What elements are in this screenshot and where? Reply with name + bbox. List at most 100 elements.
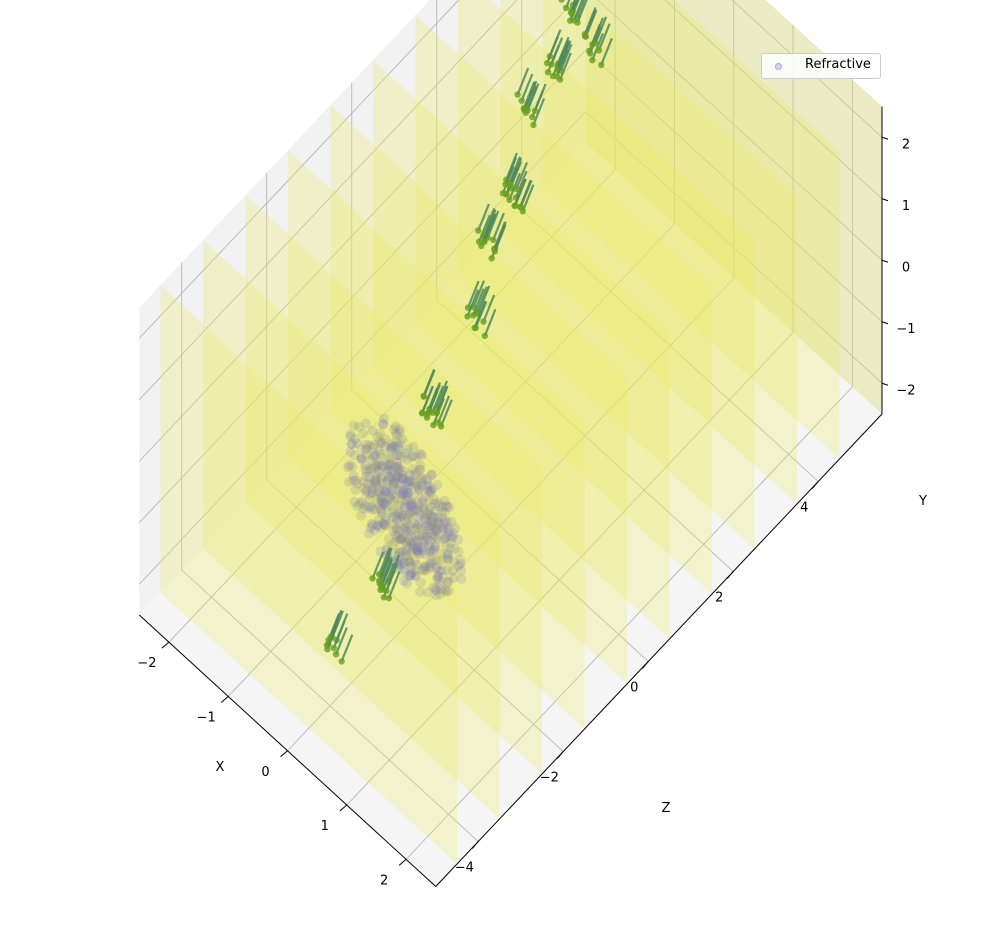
x-tick-label: −1 bbox=[197, 711, 216, 726]
ray-segment bbox=[559, 52, 572, 81]
cloud-point bbox=[356, 454, 367, 465]
cloud-point bbox=[347, 461, 358, 472]
cloud-point bbox=[385, 473, 396, 483]
cloud-point bbox=[367, 483, 378, 494]
y-tick-label: 1 bbox=[902, 199, 910, 214]
cloud-point bbox=[397, 524, 407, 535]
ray-segment bbox=[378, 547, 391, 575]
cloud-point bbox=[408, 451, 418, 461]
plane bbox=[245, 195, 542, 774]
cloud-point bbox=[349, 450, 360, 461]
cloud-point bbox=[414, 506, 425, 517]
cloud-point bbox=[443, 523, 454, 534]
cloud-point bbox=[410, 467, 421, 478]
cloud-point bbox=[427, 483, 438, 494]
grid-y-left bbox=[138, 0, 460, 339]
ray-point bbox=[511, 202, 518, 209]
cloud-point bbox=[412, 505, 423, 515]
cloud-point bbox=[415, 460, 426, 470]
cloud-point bbox=[388, 480, 399, 491]
ray-segment bbox=[594, 16, 608, 44]
cloud-point bbox=[441, 501, 452, 512]
cloud-point bbox=[344, 476, 354, 487]
cloud-point bbox=[435, 589, 446, 600]
cloud-point bbox=[393, 444, 404, 455]
cloud-point bbox=[384, 533, 394, 544]
cloud-point bbox=[393, 464, 404, 474]
cloud-point bbox=[364, 440, 375, 451]
cloud-point bbox=[398, 487, 409, 498]
cloud-point bbox=[437, 523, 448, 534]
cloud-point bbox=[392, 473, 402, 484]
cloud-point bbox=[388, 538, 398, 549]
cloud-point bbox=[394, 424, 405, 435]
cloud-point bbox=[361, 439, 372, 450]
cloud-point bbox=[390, 462, 401, 473]
cloud-point bbox=[395, 479, 406, 490]
cloud-point bbox=[398, 532, 409, 543]
cloud-point bbox=[443, 530, 454, 541]
cloud-point bbox=[376, 461, 387, 472]
cloud-point bbox=[392, 509, 403, 520]
x-tick bbox=[280, 750, 288, 758]
plane bbox=[585, 0, 882, 414]
cloud-point bbox=[412, 543, 423, 554]
cloud-point bbox=[388, 495, 399, 506]
ray-segment bbox=[478, 214, 491, 243]
cloud-point bbox=[403, 488, 414, 498]
cloud-point bbox=[384, 453, 394, 464]
cloud-point bbox=[405, 557, 416, 568]
cloud-point bbox=[421, 531, 432, 542]
cloud-point bbox=[425, 502, 436, 513]
cloud-point bbox=[387, 484, 398, 495]
cloud-point bbox=[361, 418, 371, 429]
cloud-point bbox=[384, 458, 395, 469]
cloud-point bbox=[412, 542, 423, 553]
cloud-point bbox=[372, 520, 383, 531]
cloud-point bbox=[396, 489, 406, 500]
cloud-point bbox=[439, 507, 450, 518]
cloud-point bbox=[375, 522, 386, 533]
cloud-point bbox=[399, 466, 409, 476]
cloud-point bbox=[391, 471, 402, 482]
cloud-point bbox=[431, 526, 442, 537]
cloud-point bbox=[377, 497, 388, 508]
cloud-point bbox=[382, 500, 393, 511]
cloud-point bbox=[376, 496, 387, 506]
ray-segment bbox=[526, 83, 540, 111]
cloud-point bbox=[373, 465, 384, 476]
cloud-point bbox=[402, 484, 413, 494]
cloud-point bbox=[397, 434, 408, 445]
cloud-point bbox=[399, 557, 410, 568]
cloud-point bbox=[415, 464, 426, 475]
cloud-point bbox=[373, 446, 384, 457]
grid-x-floor bbox=[287, 277, 735, 752]
ray-segment bbox=[524, 80, 538, 109]
ray-segment bbox=[513, 178, 527, 207]
ray-point bbox=[464, 313, 471, 320]
ray-segment bbox=[493, 221, 506, 250]
yellow-planes bbox=[160, 0, 882, 864]
cloud-point bbox=[424, 486, 435, 496]
cloud-point bbox=[410, 571, 421, 582]
cloud-point bbox=[414, 500, 425, 511]
cloud-point bbox=[380, 434, 391, 444]
cloud-point bbox=[422, 534, 433, 545]
y-tick-label: −1 bbox=[896, 322, 915, 337]
cloud-point bbox=[433, 518, 444, 529]
cloud-point bbox=[392, 500, 403, 511]
x-tick-label: 0 bbox=[261, 765, 269, 780]
ray-segment bbox=[335, 627, 348, 655]
cloud-point bbox=[415, 473, 426, 484]
cloud-point bbox=[358, 503, 369, 514]
cloud-point bbox=[357, 496, 368, 507]
cloud-point bbox=[424, 495, 435, 506]
cloud-point bbox=[456, 574, 467, 584]
cloud-point bbox=[381, 487, 392, 498]
cloud-point bbox=[440, 541, 451, 551]
cloud-point bbox=[398, 474, 409, 485]
cloud-point bbox=[400, 537, 411, 548]
cloud-point bbox=[400, 501, 411, 512]
cloud-point bbox=[394, 508, 405, 519]
